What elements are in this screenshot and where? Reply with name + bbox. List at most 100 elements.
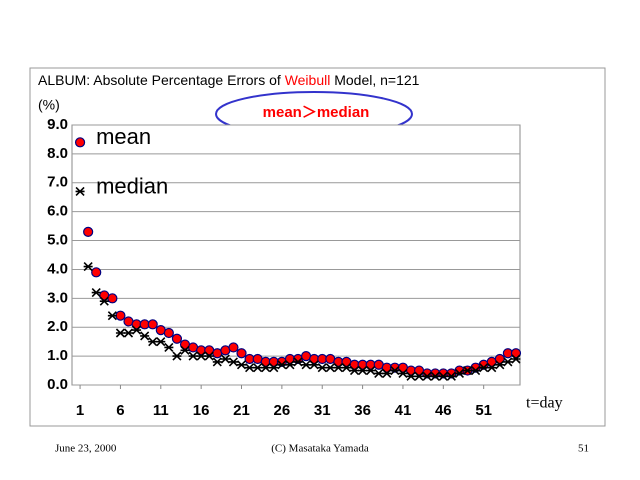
x-tick-label: 11: [153, 402, 169, 419]
median-point: [422, 371, 432, 381]
y-unit-label: (%): [38, 97, 60, 113]
median-point: [83, 261, 93, 272]
median-point: [511, 354, 521, 364]
median-point: [333, 363, 343, 373]
mean-point: [147, 319, 158, 330]
median-point: [325, 363, 335, 373]
median-point: [446, 371, 456, 381]
median-point: [382, 368, 392, 379]
median-point: [261, 363, 271, 373]
annotation: mean＞median: [263, 104, 370, 121]
median-point: [172, 351, 182, 361]
median-point: [228, 357, 239, 367]
median-point: [374, 368, 384, 379]
y-tick-label: 3.0: [47, 289, 68, 306]
median-point: [115, 328, 125, 338]
y-tick-label: 8.0: [47, 145, 68, 162]
median-point: [91, 287, 101, 298]
mean-point: [91, 267, 102, 278]
median-point: [317, 363, 327, 373]
median-point: [204, 351, 214, 361]
median-point: [285, 360, 295, 370]
median-point: [430, 371, 440, 381]
median-point: [503, 357, 513, 367]
median-point: [245, 363, 255, 373]
x-tick-label: 26: [274, 402, 291, 419]
median-point: [212, 357, 222, 367]
median-point: [164, 342, 174, 353]
x-axis-label: t=day: [526, 395, 563, 412]
median-point: [107, 311, 117, 321]
median-point: [471, 365, 481, 376]
y-tick-label: 6.0: [47, 203, 68, 220]
median-point: [487, 363, 497, 373]
mean-point: [83, 226, 94, 237]
title-part: ALBUM: Absolute Percentage Errors of: [38, 72, 285, 88]
series-label: median: [96, 173, 168, 198]
y-tick-label: 7.0: [47, 174, 68, 191]
mean-point: [163, 327, 174, 339]
title-part: Model, n=121: [330, 72, 419, 88]
footer-page: 51: [578, 443, 589, 455]
median-point: [180, 345, 190, 355]
median-point: [148, 337, 158, 347]
median-point: [341, 363, 352, 373]
y-tick-label: 0.0: [47, 376, 68, 393]
median-point: [132, 325, 142, 335]
median-point: [301, 360, 311, 370]
median-point: [462, 365, 473, 376]
x-tick-label: 36: [354, 402, 371, 419]
chart-title: ALBUM: Absolute Percentage Errors of Wei…: [38, 72, 420, 88]
x-tick-label: 51: [475, 402, 492, 419]
median-point: [156, 337, 166, 347]
median-point: [366, 365, 376, 376]
median-point: [293, 357, 303, 367]
median-point: [277, 360, 287, 370]
median-point: [454, 368, 465, 379]
x-tick-label: 41: [395, 402, 412, 419]
median-point: [438, 371, 448, 381]
mean-point: [115, 310, 126, 321]
median-point: [414, 371, 424, 381]
median-point: [123, 328, 134, 338]
x-tick-label: 1: [76, 402, 84, 419]
title-part: Weibull: [285, 72, 331, 88]
median-point: [188, 351, 198, 361]
median-point: [253, 363, 263, 373]
footer-copyright: (C) Masataka Yamada: [271, 443, 369, 455]
median-point: [75, 186, 85, 197]
median-point: [390, 365, 400, 376]
x-tick-label: 16: [193, 402, 210, 419]
y-tick-label: 9.0: [47, 116, 68, 133]
median-point: [479, 363, 489, 373]
median-point: [495, 360, 505, 370]
median-point: [220, 354, 230, 364]
median-point: [398, 368, 408, 379]
mean-point: [74, 137, 86, 148]
x-tick-label: 6: [116, 402, 124, 419]
mean-point: [510, 348, 522, 359]
plot-area: [71, 124, 521, 386]
y-tick-label: 1.0: [47, 347, 68, 364]
mean-point: [228, 342, 239, 353]
median-point: [99, 296, 109, 306]
y-tick-label: 2.0: [47, 318, 68, 335]
footer-date: June 23, 2000: [55, 443, 117, 455]
median-point: [349, 365, 360, 376]
mean-point: [107, 293, 118, 304]
median-point: [309, 360, 319, 370]
x-tick-label: 46: [435, 402, 452, 419]
mean-point: [236, 348, 247, 359]
median-point: [358, 365, 368, 376]
median-point: [140, 331, 150, 341]
y-tick-label: 5.0: [47, 232, 68, 249]
median-point: [196, 351, 206, 361]
median-point: [269, 363, 279, 373]
y-tick-label: 4.0: [47, 260, 68, 277]
x-tick-label: 31: [314, 402, 331, 419]
median-point: [236, 360, 247, 370]
x-tick-label: 21: [233, 402, 250, 419]
series-label: mean: [96, 124, 151, 149]
